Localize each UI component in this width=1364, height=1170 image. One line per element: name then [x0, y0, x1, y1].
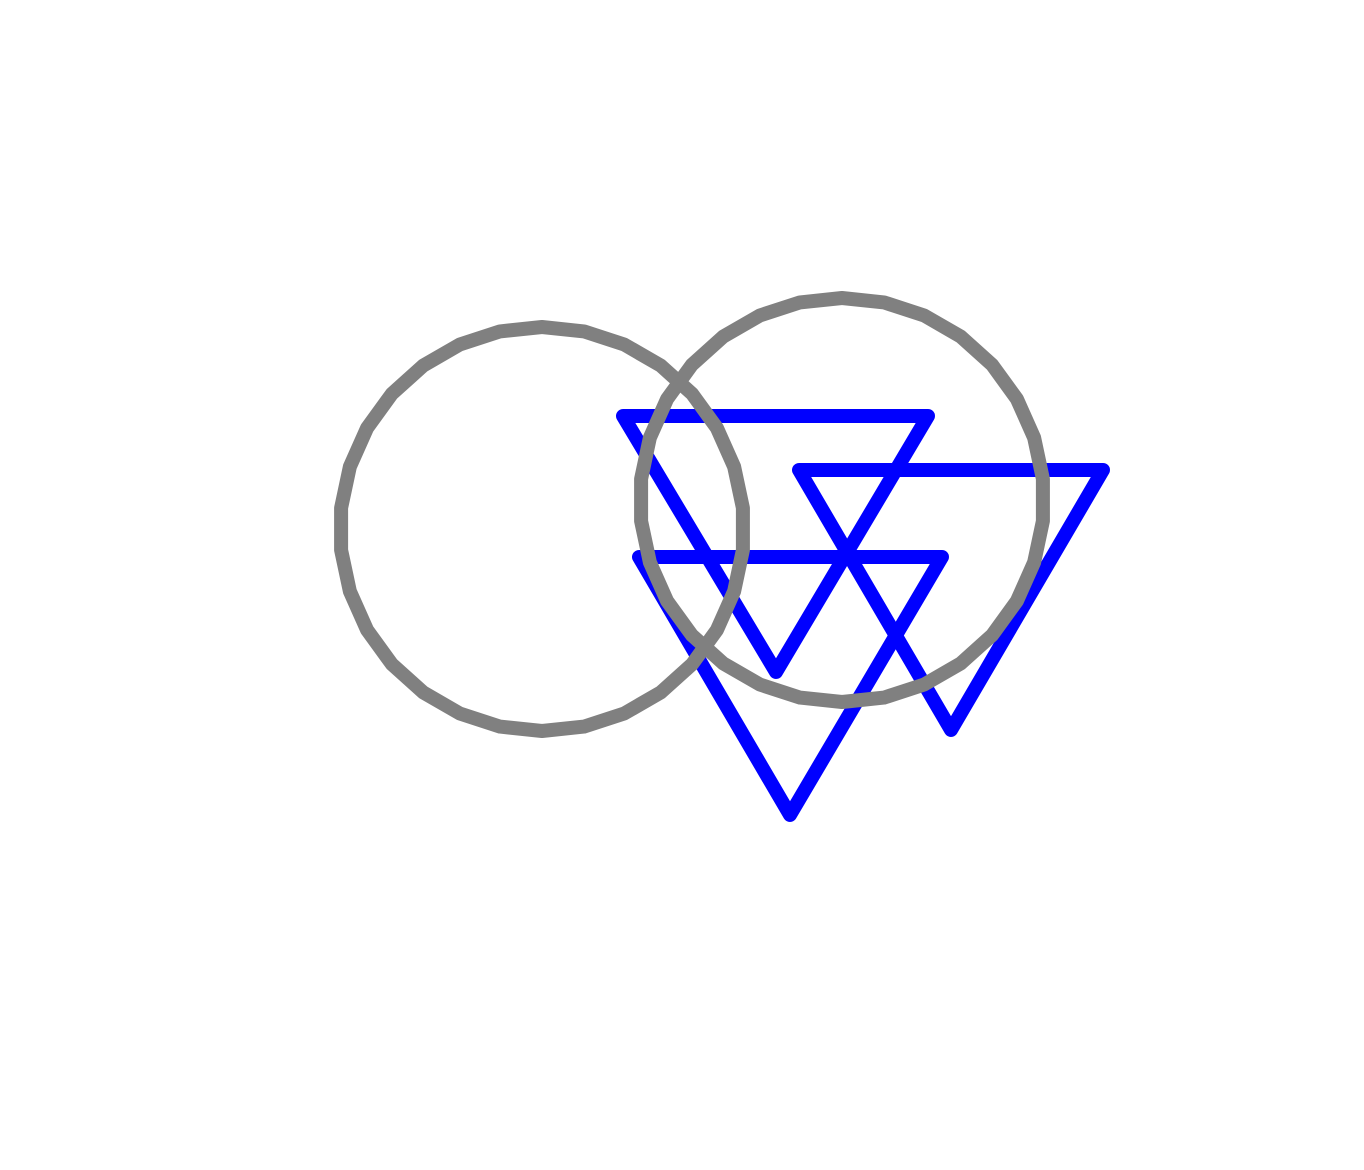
upper-left-blue-triangle — [616, 409, 935, 679]
left-gray-circle — [334, 320, 750, 738]
blue-triangles-group — [616, 409, 1110, 822]
right-blue-triangle — [792, 463, 1110, 737]
right-gray-circle — [634, 291, 1050, 709]
gray-circles-group — [334, 291, 1050, 738]
lower-blue-triangle — [632, 550, 949, 822]
